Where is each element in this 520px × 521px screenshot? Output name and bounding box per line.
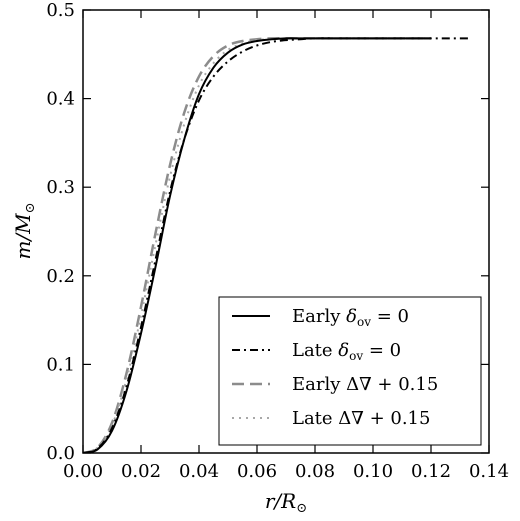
x-tick-label: 0.02 — [121, 461, 161, 482]
x-tick-label: 0.06 — [237, 461, 277, 482]
legend-label-early-dov0: Early δov = 0 — [292, 306, 409, 329]
y-axis-title: m/M⊙ — [11, 202, 38, 259]
x-tick-labels: 0.00 0.02 0.04 0.06 0.08 0.10 0.12 0.14 — [63, 461, 509, 482]
x-tick-label: 0.12 — [411, 461, 451, 482]
y-tick-label: 0.5 — [46, 0, 75, 21]
series-lines — [83, 37, 469, 453]
legend: Early δov = 0 Late δov = 0 Early Δ∇ + 0.… — [218, 296, 482, 446]
y-tick-label: 0.4 — [46, 89, 75, 110]
x-tick-label: 0.08 — [295, 461, 335, 482]
y-tick-label: 0.3 — [46, 177, 75, 198]
legend-label-late-dgrad: Late Δ∇ + 0.15 — [292, 408, 430, 429]
y-tick-label: 0.0 — [46, 443, 75, 464]
x-tick-label: 0.14 — [469, 461, 509, 482]
x-axis-title: r/R⊙ — [265, 489, 307, 516]
y-tick-labels: 0.0 0.1 0.2 0.3 0.4 0.5 — [46, 0, 75, 464]
legend-box — [218, 296, 482, 446]
series-line-0 — [83, 37, 431, 453]
x-tick-label: 0.10 — [353, 461, 393, 482]
legend-label-early-dgrad: Early Δ∇ + 0.15 — [292, 374, 438, 395]
y-tick-label: 0.1 — [46, 354, 75, 375]
legend-label-late-dov0: Late δov = 0 — [292, 340, 401, 363]
x-tick-label: 0.04 — [179, 461, 219, 482]
y-tick-label: 0.2 — [46, 266, 75, 287]
x-tick-label: 0.00 — [63, 461, 103, 482]
plot-frame — [82, 9, 490, 454]
